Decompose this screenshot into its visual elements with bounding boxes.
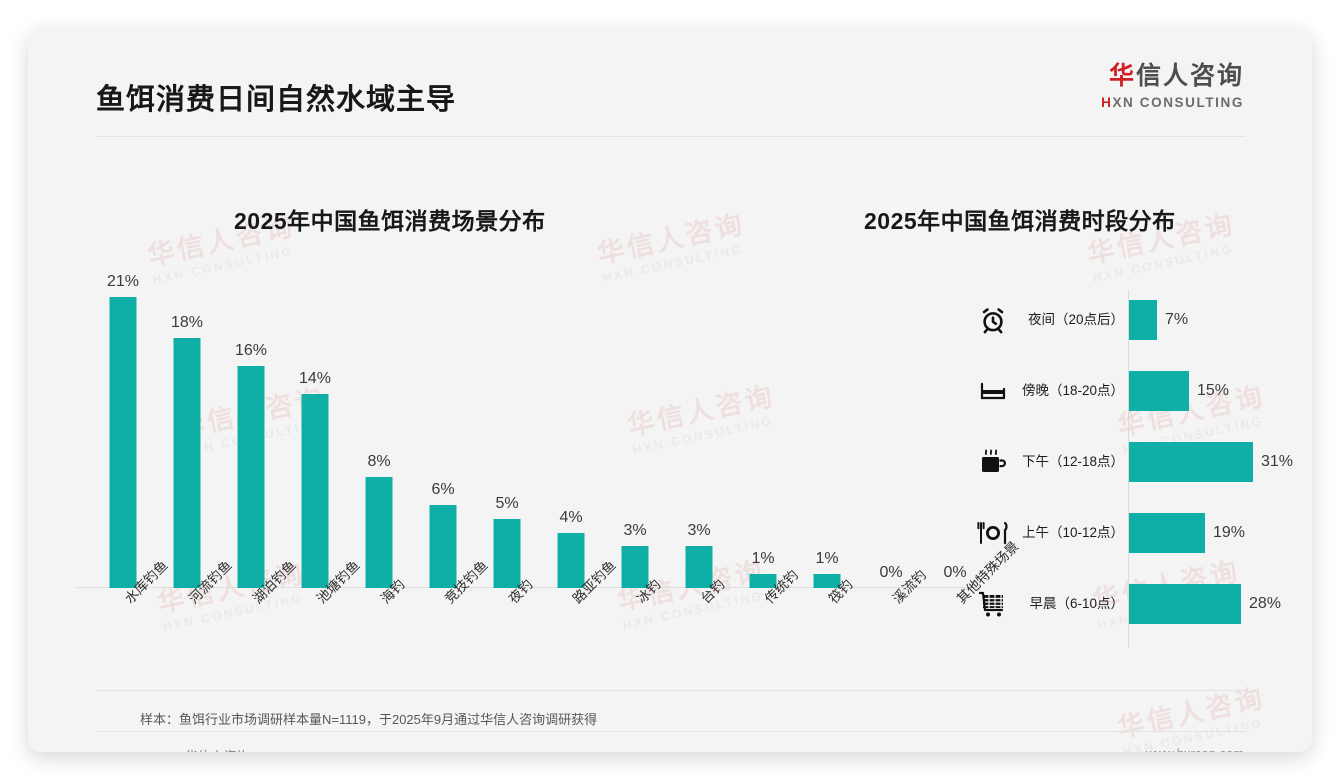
column-value-label: 8% [367, 453, 391, 471]
column-bar[interactable] [749, 574, 777, 588]
watermark: 华信人咨询 HXN CONSULTING [1115, 683, 1271, 752]
coffee-mug-icon [973, 447, 1013, 477]
brand-logo: 华信人咨询 HXN CONSULTING [1101, 64, 1244, 110]
source-divider [96, 690, 1246, 691]
slide-header: 鱼饵消费日间自然水域主导 华信人咨询 HXN CONSULTING [28, 28, 1312, 137]
footer-divider [96, 731, 1246, 732]
website-link[interactable]: www.hxrcon.com [1146, 746, 1244, 752]
column-value-label: 18% [170, 314, 204, 332]
column-slot[interactable]: 0% 溪流钓 [858, 283, 929, 606]
bar-row[interactable]: 夜间（20点后） 7% [968, 292, 1268, 348]
column-bar[interactable] [813, 574, 841, 588]
scene-distribution-chart: 21% 水库钓鱼 18% 河流钓鱼 16% 湖泊钓鱼 14% 池塘钓鱼 8% 海钓 6% 竞技钓鱼 5%… [76, 273, 1022, 607]
column-value-label: 21% [106, 272, 140, 290]
column-bar[interactable] [173, 338, 201, 588]
column-slot[interactable]: 3% 冰钓 [602, 283, 668, 606]
bed-icon [973, 378, 1013, 404]
column-bar[interactable] [109, 296, 137, 588]
bar-row[interactable]: 傍晚（18-20点） 15% [968, 363, 1268, 419]
column-slot[interactable]: 6% 竞技钓鱼 [410, 283, 491, 606]
source-note: 样本：鱼饵行业市场调研样本量N=1119，于2025年9月通过华信人咨询调研获得 [140, 712, 598, 727]
alarm-clock-icon [973, 306, 1013, 334]
column-bar[interactable] [685, 546, 713, 588]
watermark-en: HXN CONSULTING [1091, 241, 1235, 286]
bar-value-label: 19% [1213, 524, 1246, 541]
logo-chinese: 华信人咨询 [1101, 64, 1244, 89]
column-value-label: 6% [431, 480, 455, 498]
bar-fill[interactable] [1129, 300, 1157, 340]
logo-cn-accent: 华 [1108, 62, 1136, 90]
column-slot[interactable]: 16% 湖泊钓鱼 [218, 283, 299, 606]
column-value-label: 5% [495, 494, 519, 512]
bar-row[interactable]: 上午（10-12点） 19% [968, 505, 1268, 561]
logo-cn-rest: 信人咨询 [1135, 62, 1244, 90]
bar-fill[interactable] [1129, 442, 1253, 482]
column-slot[interactable]: 1% 筏钓 [794, 283, 860, 606]
column-value-label: 16% [234, 342, 268, 360]
column-bar[interactable] [365, 477, 393, 588]
header-divider [96, 136, 1246, 137]
column-bar[interactable] [557, 532, 585, 588]
column-bar[interactable] [621, 546, 649, 588]
column-slot[interactable]: 5% 夜钓 [474, 283, 540, 606]
logo-en-accent: H [1101, 95, 1113, 110]
column-slot[interactable]: 14% 池塘钓鱼 [282, 283, 363, 607]
bar-category-label: 早晨（6-10点） [1029, 595, 1124, 611]
bar-row[interactable]: 早晨（6-10点） 28% [968, 576, 1281, 632]
column-value-label: 0% [879, 564, 903, 581]
column-value-label: 14% [298, 369, 332, 387]
column-bar[interactable] [429, 504, 457, 588]
left-chart-title: 2025年中国鱼饵消费场景分布 [234, 208, 546, 234]
slide-canvas: 华信人咨询 HXN CONSULTING 华信人咨询 HXN CONSULTIN… [28, 28, 1312, 752]
column-value-label: 3% [623, 522, 647, 540]
column-bar[interactable] [493, 518, 521, 588]
bar-category-label: 下午（12-18点） [1021, 453, 1124, 469]
column-slot[interactable]: 0% 其他特殊场景 [922, 283, 1021, 607]
bar-category-label: 夜间（20点后） [1027, 311, 1124, 327]
right-chart-title: 2025年中国鱼饵消费时段分布 [864, 208, 1176, 234]
bar-category-label: 傍晚（18-20点） [1021, 382, 1124, 398]
bar-value-label: 31% [1261, 453, 1294, 470]
watermark: 华信人咨询 HXN CONSULTING [595, 209, 751, 286]
shopping-cart-icon [973, 590, 1013, 618]
column-bar[interactable] [237, 366, 265, 588]
column-slot[interactable]: 8% 海钓 [346, 283, 412, 606]
bar-value-label: 15% [1197, 382, 1230, 399]
column-slot[interactable]: 4% 路亚钓鱼 [538, 283, 619, 606]
column-value-label: 1% [751, 550, 775, 568]
page-title: 鱼饵消费日间自然水域主导 [96, 84, 457, 116]
watermark-en: HXN CONSULTING [601, 241, 745, 286]
bar-value-label: 7% [1165, 311, 1189, 328]
bar-fill[interactable] [1129, 371, 1189, 411]
column-slot[interactable]: 21% 水库钓鱼 [90, 273, 171, 607]
bar-category-label: 上午（10-12点） [1021, 524, 1124, 540]
watermark-en: HXN CONSULTING [151, 243, 295, 288]
column-value-label: 4% [559, 508, 583, 526]
y-axis-line [1128, 290, 1129, 648]
column-value-label: 1% [815, 550, 839, 568]
column-value-label: 0% [943, 564, 967, 581]
bar-fill[interactable] [1129, 513, 1205, 553]
column-slot[interactable]: 1% 传统钓 [730, 283, 801, 606]
column-slot[interactable]: 18% 河流钓鱼 [154, 283, 235, 606]
bar-row[interactable]: 下午（12-18点） 31% [968, 434, 1293, 490]
column-slot[interactable]: 3% 台钓 [666, 283, 732, 606]
watermark-en: HXN CONSULTING [161, 590, 305, 635]
time-slot-distribution-chart: 夜间（20点后） 7% 傍晚（18-20点） 15% 下午（12-18点） 31% 上午（1… [968, 290, 1293, 648]
watermark-cn: 华信人咨询 [594, 208, 748, 270]
logo-english: HXN CONSULTING [1101, 96, 1244, 110]
column-value-label: 3% [687, 522, 711, 540]
column-bar[interactable] [301, 393, 329, 588]
cutlery-icon [973, 520, 1013, 546]
watermark-cn: 华信人咨询 [1114, 682, 1268, 744]
bar-fill[interactable] [1129, 584, 1241, 624]
x-axis-line [76, 587, 976, 588]
bar-value-label: 28% [1249, 595, 1282, 612]
copyright-text: ©2025.11 HXR华信人咨询 [98, 746, 250, 752]
logo-en-rest: XN CONSULTING [1112, 95, 1244, 110]
